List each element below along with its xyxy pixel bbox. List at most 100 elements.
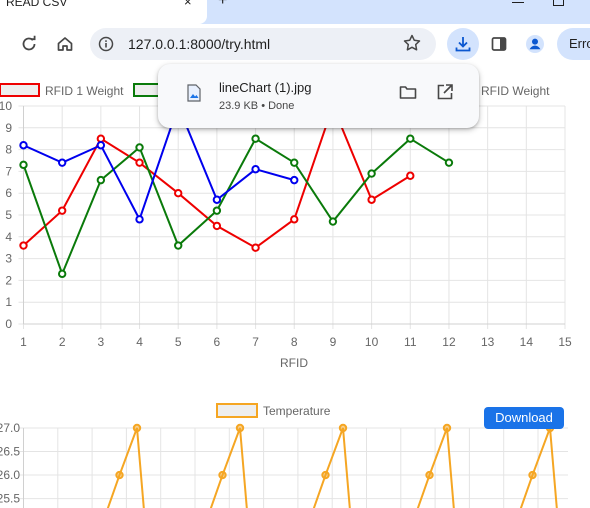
open-external-icon[interactable] — [435, 82, 455, 102]
series-line — [106, 427, 558, 508]
maximize-icon[interactable] — [553, 0, 564, 6]
download-icon[interactable] — [447, 28, 479, 60]
star-icon[interactable] — [402, 33, 422, 53]
data-point — [218, 470, 227, 480]
data-point — [321, 470, 330, 480]
data-point — [135, 158, 144, 167]
data-point — [115, 470, 124, 480]
tab-title: READ CSV — [6, 0, 68, 9]
download-button[interactable]: Download — [484, 407, 564, 429]
x-axis-title: RFID — [280, 356, 308, 370]
x-tick-label: 9 — [330, 335, 337, 349]
data-point — [57, 206, 67, 215]
series-line — [23, 103, 295, 222]
data-point — [132, 423, 142, 433]
sidepanel-icon[interactable] — [487, 32, 511, 56]
error-chip[interactable]: Erro — [557, 28, 590, 60]
x-tick-label: 8 — [291, 335, 298, 349]
x-tick-label: 5 — [175, 335, 182, 349]
home-icon[interactable] — [53, 32, 77, 56]
legend-swatch — [0, 83, 40, 97]
temperature-chart: Temperature 27.0 26.5 26.0 25.5 — [0, 403, 568, 508]
series-line — [22, 137, 450, 277]
data-point — [135, 215, 144, 224]
data-point — [174, 189, 183, 198]
data-point — [425, 470, 434, 480]
folder-icon[interactable] — [398, 82, 418, 102]
tab-read-csv[interactable]: READ CSV × — [0, 0, 207, 24]
y-tick-label: 26.5 — [0, 445, 20, 459]
y-tick-label: 25.5 — [0, 492, 20, 506]
y-tick-label: 7 — [5, 164, 12, 178]
legend-label: RFID Weight — [481, 84, 550, 98]
y-tick-label: 8 — [5, 143, 12, 157]
data-point — [96, 175, 106, 185]
y-tick-label: 27.0 — [0, 421, 20, 435]
y-tick-label: 3 — [5, 252, 12, 266]
x-tick-label: 12 — [442, 335, 456, 349]
legend-label: Temperature — [263, 404, 331, 418]
data-point — [406, 171, 415, 180]
legend-label: RFID 1 Weight — [45, 84, 124, 98]
info-icon[interactable] — [98, 36, 114, 52]
x-tick-label: 15 — [558, 335, 572, 349]
data-point — [406, 134, 415, 143]
x-tick-label: 7 — [252, 335, 259, 349]
y-tick-label: 26.0 — [0, 468, 20, 482]
y-tick-label: 10 — [0, 99, 12, 113]
legend-swatch — [216, 403, 258, 418]
browser-toolbar: 127.0.0.1:8000/try.html Erro — [0, 24, 590, 64]
data-point — [57, 158, 67, 167]
error-label: Erro — [569, 36, 590, 51]
download-file-name[interactable]: lineChart (1).jpg — [219, 80, 312, 95]
data-point — [235, 423, 245, 433]
data-point — [96, 141, 106, 150]
y-tick-label: 6 — [5, 186, 12, 200]
x-tick-label: 13 — [481, 335, 495, 349]
data-point — [135, 143, 144, 152]
tab-close-icon[interactable]: × — [184, 0, 192, 9]
data-point — [528, 470, 537, 480]
data-point — [367, 169, 376, 178]
data-point — [212, 221, 222, 231]
x-tick-label: 6 — [214, 335, 221, 349]
data-point — [19, 160, 28, 170]
x-tick-label: 2 — [59, 335, 66, 349]
x-tick-label: 10 — [365, 335, 379, 349]
data-point — [338, 423, 348, 433]
x-tick-label: 1 — [20, 335, 27, 349]
new-tab-button[interactable]: + — [218, 0, 228, 9]
data-point — [367, 195, 376, 204]
data-point — [19, 141, 28, 150]
image-file-icon — [187, 84, 201, 102]
data-point — [251, 243, 260, 252]
download-bubble: lineChart (1).jpg 23.9 KB • Done — [158, 64, 479, 128]
data-point — [251, 134, 260, 143]
reload-icon[interactable] — [17, 32, 41, 56]
data-point — [290, 175, 299, 185]
data-point — [290, 158, 299, 167]
tab-strip: READ CSV × + — [0, 0, 590, 24]
download-file-status: 23.9 KB • Done — [219, 100, 295, 112]
url-text[interactable]: 127.0.0.1:8000/try.html — [128, 36, 271, 52]
data-point — [328, 217, 338, 226]
x-tick-label: 11 — [404, 335, 417, 349]
address-bar[interactable]: 127.0.0.1:8000/try.html — [90, 28, 436, 60]
data-point — [251, 165, 260, 174]
profile-icon[interactable] — [523, 32, 547, 56]
x-tick-label: 14 — [520, 335, 534, 349]
y-tick-label: 4 — [5, 230, 12, 244]
data-point — [174, 241, 183, 250]
x-tick-label: 3 — [98, 335, 105, 349]
y-tick-label: 5 — [5, 208, 12, 222]
page-content: 1 2 3 4 5 6 7 8 9 10 11 12 13 14 15 0 1 2 3 4 5 6 7 8 9 10 RFID RFI… — [0, 64, 590, 508]
y-tick-label: 1 — [5, 295, 12, 309]
data-point — [19, 241, 28, 250]
minimize-icon[interactable] — [512, 2, 524, 3]
y-tick-label: 0 — [5, 317, 12, 331]
data-point — [212, 206, 222, 215]
data-point — [290, 215, 299, 224]
x-tick-label: 4 — [136, 335, 143, 349]
data-point — [444, 158, 454, 167]
data-point — [212, 195, 222, 204]
